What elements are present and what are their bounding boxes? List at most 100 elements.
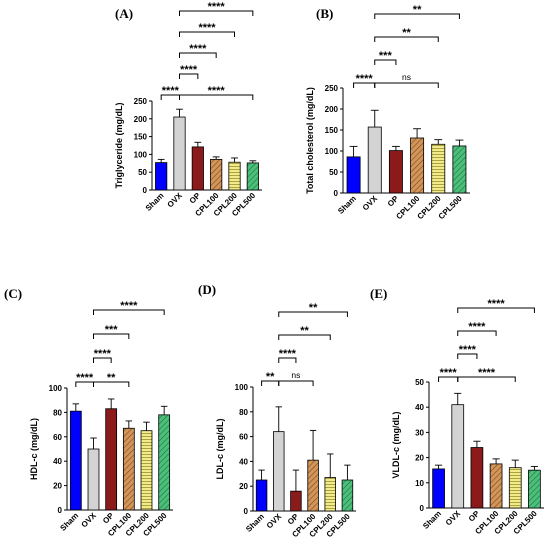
significance-label: **** (279, 348, 297, 360)
bar-ovx (451, 404, 465, 509)
significance-label: **** (478, 367, 496, 379)
y-tick-label: 20 (53, 482, 62, 491)
y-tick-label: 80 (53, 408, 62, 417)
bar-sham (69, 410, 82, 511)
panel-letter: (D) (198, 282, 216, 297)
x-category-label: OVX (265, 512, 284, 531)
significance-bracket (179, 31, 235, 37)
y-tick-label: 20 (239, 482, 248, 491)
significance-label: **** (120, 300, 138, 312)
x-category-label: OP (386, 194, 401, 209)
y-tick-label: 0 (420, 504, 425, 513)
bar-cpl500 (158, 414, 171, 511)
significance-bracket (374, 82, 439, 88)
y-tick-label: 100 (49, 384, 63, 393)
y-tick-label: 40 (415, 403, 424, 412)
significance-bracket (457, 376, 516, 382)
significance-bracket (93, 309, 165, 315)
y-tick-label: 0 (334, 189, 339, 198)
y-tick-label: 30 (415, 428, 424, 437)
significance-label: **** (459, 344, 477, 356)
bar-op (191, 146, 204, 191)
significance-bracket (457, 330, 497, 336)
y-tick-label: 20 (415, 454, 424, 463)
significance-label: **** (488, 298, 506, 310)
y-tick-label: 100 (325, 147, 339, 156)
significance-bracket (457, 353, 478, 359)
bar-cpl100 (210, 158, 223, 191)
x-category-label: OVX (80, 511, 99, 530)
significance-label: **** (162, 85, 180, 97)
bar-cpl500 (452, 145, 467, 194)
significance-bracket (374, 59, 397, 65)
x-category-label: OVX (166, 191, 185, 210)
y-tick-label: 50 (329, 168, 338, 177)
x-category-label: Sham (421, 509, 443, 531)
y-axis-label: Triglyceride (mg/dL) (114, 102, 124, 188)
y-tick-label: 100 (235, 383, 249, 392)
significance-label: ** (107, 372, 116, 384)
significance-bracket (278, 380, 314, 386)
y-axis-label: HDL-c (mg/dL) (29, 418, 39, 480)
y-tick-label: 50 (415, 378, 424, 387)
bar-cpl500 (341, 479, 354, 512)
significance-bracket (457, 307, 535, 313)
significance-bracket (278, 357, 297, 363)
significance-bracket (93, 357, 112, 363)
significance-label: **** (189, 43, 207, 55)
bar-cpl100 (489, 463, 503, 509)
bar-ovx (173, 116, 186, 191)
bar-ovx (273, 431, 285, 512)
bar-cpl200 (431, 143, 446, 194)
y-tick-label: 0 (143, 186, 148, 195)
chart-panel-triglyceride: (A) 0 50 100 150 200 250 Triglyceride (mg/dL) Sh… (114, 1, 262, 218)
x-category-label: OP (467, 509, 482, 524)
x-category-label: OP (188, 191, 203, 206)
bar-cpl200 (228, 161, 241, 191)
y-tick-label: 0 (244, 507, 249, 516)
y-tick-label: 0 (58, 506, 63, 515)
bar-cpl100 (307, 459, 319, 512)
significance-label: **** (440, 367, 458, 379)
y-tick-label: 150 (134, 133, 148, 142)
y-tick-label: 200 (325, 105, 339, 114)
significance-label: *** (379, 50, 393, 62)
significance-bracket (93, 381, 130, 387)
significance-label: **** (76, 372, 94, 384)
significance-label: ** (309, 302, 318, 314)
bar-ovx (87, 448, 100, 511)
significance-label: **** (208, 85, 226, 97)
bar-op (470, 447, 484, 509)
significance-label: **** (468, 321, 486, 333)
bar-cpl500 (528, 469, 541, 509)
x-category-label: OVX (361, 194, 380, 213)
bar-ovx (367, 126, 382, 194)
significance-bracket (374, 36, 439, 42)
y-tick-label: 50 (138, 168, 147, 177)
significance-label: *** (105, 324, 119, 336)
y-tick-label: 250 (325, 84, 339, 93)
significance-bracket (179, 94, 254, 100)
significance-label: ** (413, 4, 422, 16)
y-tick-label: 60 (53, 433, 62, 442)
y-tick-label: 60 (239, 433, 248, 442)
significance-label: ns (402, 72, 411, 82)
y-axis-label: VLDL-c (mg/dL) (391, 412, 401, 479)
significance-label: ** (402, 27, 411, 39)
y-axis-label: Total cholesterol (mg/dL) (305, 87, 315, 194)
bar-op (388, 150, 403, 194)
y-tick-label: 80 (239, 408, 248, 417)
panel-letter: (B) (316, 6, 333, 21)
significance-label: ns (291, 370, 300, 380)
bar-cpl500 (246, 162, 259, 191)
chart-panel-total-cholesterol: (B) 0 50 100 150 200 250 Total cholesterol (mg/… (305, 4, 470, 221)
y-tick-label: 200 (134, 115, 148, 124)
y-tick-label: 10 (415, 479, 424, 488)
bar-cpl200 (140, 430, 153, 511)
panel-letter: (E) (370, 286, 387, 301)
x-category-label: OVX (444, 509, 463, 528)
